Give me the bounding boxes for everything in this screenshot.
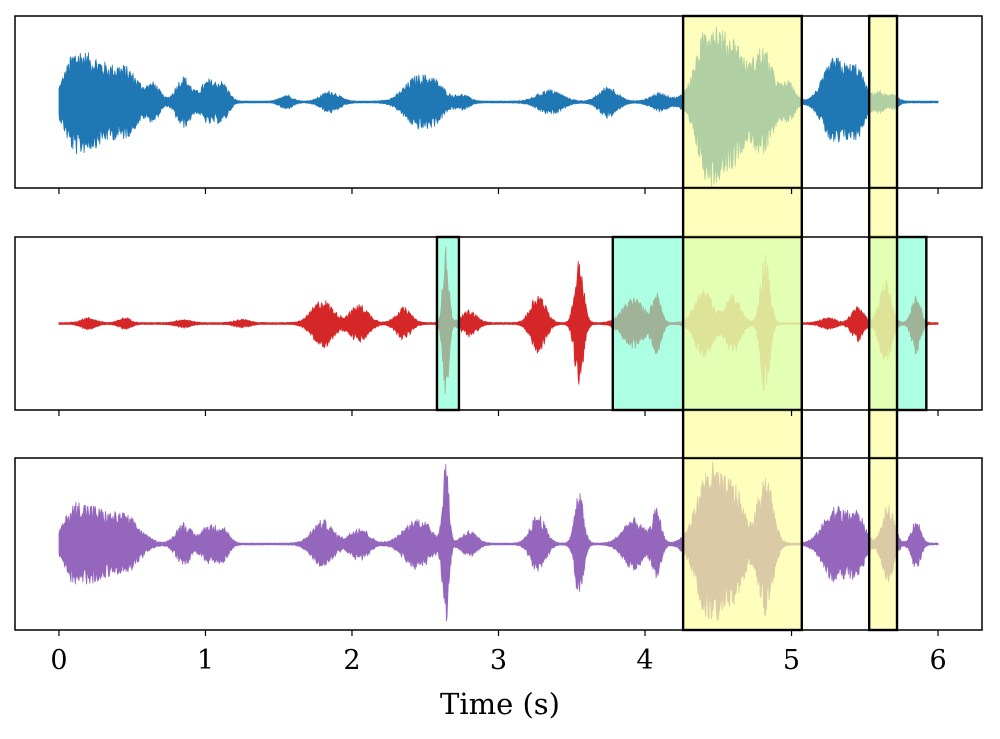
x-axis-ticks: 0 1 2 3 4 5 6: [50, 188, 947, 676]
x-tick-label-4: 4: [636, 645, 653, 676]
x-tick-label-2: 2: [343, 645, 360, 676]
span-2-gap-2: [869, 410, 898, 458]
x-tick-label-1: 1: [197, 645, 214, 676]
panel-3: [15, 456, 982, 632]
span-1-gap-2: [683, 410, 802, 458]
panel-2-highlight-1: [435, 235, 461, 412]
panel-2-highlight-5: [867, 235, 899, 412]
x-tick-label-6: 6: [929, 645, 946, 676]
panel-3-highlight-2: [867, 456, 899, 632]
panel-1-highlight-1: [681, 14, 803, 190]
panel-2-highlight-4: [681, 235, 803, 412]
x-axis-label: Time (s): [440, 687, 560, 721]
panel-1-highlight-2: [867, 14, 899, 190]
cross-panel-highlights: [681, 188, 899, 458]
span-2-gap-1: [869, 188, 898, 237]
panels-layer: [15, 14, 982, 632]
span-1-gap-1: [683, 188, 802, 237]
x-tick-label-5: 5: [783, 645, 800, 676]
x-tick-label-3: 3: [490, 645, 507, 676]
x-tick-label-0: 0: [50, 645, 67, 676]
panel-2: [15, 235, 982, 412]
panel-3-highlight-1: [681, 456, 803, 632]
panel-1: [15, 14, 982, 190]
